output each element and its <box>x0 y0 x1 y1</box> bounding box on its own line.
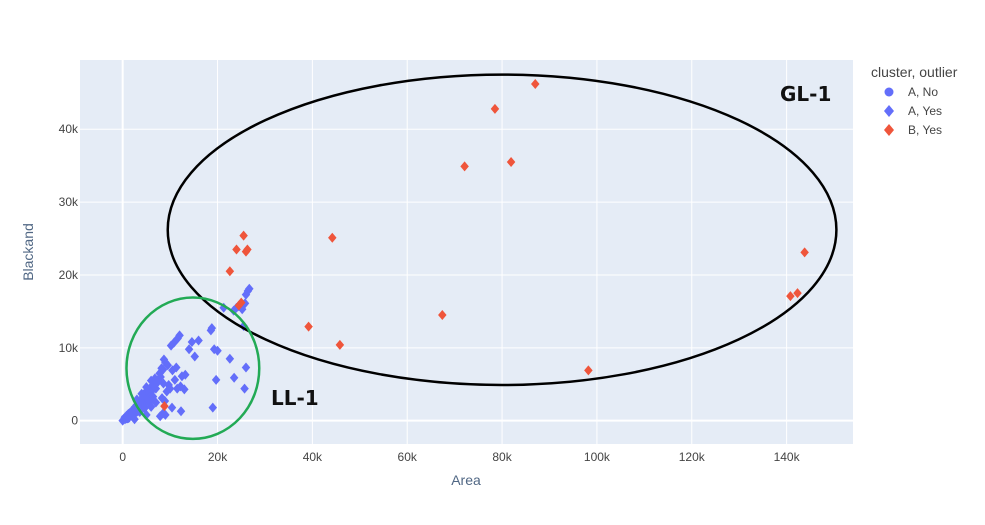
grid-lines <box>80 60 853 444</box>
point-a-yes[interactable] <box>229 372 239 383</box>
point-b-yes[interactable] <box>786 291 795 302</box>
point-a-yes[interactable] <box>175 330 184 341</box>
point-a-yes[interactable] <box>130 414 139 425</box>
point-b-yes[interactable] <box>160 401 169 412</box>
point-a-yes[interactable] <box>211 374 221 385</box>
point-a-yes[interactable] <box>151 397 161 408</box>
point-a-yes[interactable] <box>180 384 189 395</box>
x-tick-label: 140k <box>774 450 801 464</box>
point-b-yes[interactable] <box>225 266 235 277</box>
point-a-yes[interactable] <box>184 344 194 355</box>
point-a-yes[interactable] <box>146 375 156 386</box>
x-axis-title: Area <box>451 472 481 488</box>
legend-title: cluster, outlier <box>871 64 958 80</box>
x-tick-label: 80k <box>492 450 512 464</box>
legend-item-a-no[interactable]: A, No <box>884 85 939 99</box>
point-b-yes[interactable] <box>328 232 337 243</box>
legend-marker-a-yes <box>884 105 894 117</box>
point-a-yes[interactable] <box>225 353 235 364</box>
point-b-yes[interactable] <box>584 365 593 376</box>
point-b-yes[interactable] <box>236 297 246 308</box>
y-tick-labels: 0 10k 20k 30k 40k <box>59 122 79 427</box>
legend-label-a-yes: A, Yes <box>908 104 942 118</box>
x-tick-label: 20k <box>208 450 228 464</box>
point-a-yes[interactable] <box>170 374 180 385</box>
point-a-yes[interactable] <box>142 382 151 393</box>
point-a-yes[interactable] <box>207 323 217 334</box>
legend-label-a-no: A, No <box>908 85 938 99</box>
point-a-yes[interactable] <box>176 406 186 417</box>
point-b-yes[interactable] <box>232 244 241 255</box>
y-tick-label: 0 <box>71 414 78 428</box>
point-b-yes[interactable] <box>793 288 802 299</box>
point-b-yes[interactable] <box>304 321 313 332</box>
legend-label-b-yes: B, Yes <box>908 123 942 137</box>
point-b-yes[interactable] <box>800 247 809 258</box>
point-b-yes[interactable] <box>438 310 447 321</box>
point-b-yes[interactable] <box>506 157 516 168</box>
point-a-yes[interactable] <box>159 354 169 365</box>
y-axis-title: Blackand <box>20 223 36 281</box>
legend-item-a-yes[interactable]: A, Yes <box>884 104 942 118</box>
point-a-yes[interactable] <box>213 345 222 356</box>
y-tick-label: 30k <box>59 195 79 209</box>
point-a-yes[interactable] <box>124 412 133 423</box>
x-tick-label: 120k <box>679 450 706 464</box>
point-a-yes[interactable] <box>241 362 251 373</box>
point-a-yes[interactable] <box>208 402 218 413</box>
point-b-yes[interactable] <box>531 79 540 90</box>
gl-1-ellipse <box>166 73 838 387</box>
point-a-yes[interactable] <box>158 408 168 419</box>
point-b-yes[interactable] <box>460 161 469 172</box>
y-tick-label: 40k <box>59 122 79 136</box>
point-b-yes[interactable] <box>490 103 500 114</box>
point-a-yes[interactable] <box>155 368 164 379</box>
x-tick-label: 60k <box>398 450 418 464</box>
x-tick-label: 100k <box>584 450 611 464</box>
point-a-yes[interactable] <box>152 377 162 388</box>
plot-area <box>80 60 853 444</box>
point-a-yes[interactable] <box>164 379 173 390</box>
point-a-yes[interactable] <box>172 362 181 373</box>
legend-marker-a-no <box>884 87 894 97</box>
ll-1-ellipse <box>125 296 261 441</box>
point-b-yes[interactable] <box>243 244 252 255</box>
y-tick-label: 20k <box>59 268 79 282</box>
point-a-yes[interactable] <box>151 383 161 394</box>
point-a-yes[interactable] <box>194 335 203 346</box>
point-a-yes[interactable] <box>137 388 146 399</box>
legend: cluster, outlier A, No A, Yes B, Yes <box>871 64 958 137</box>
point-a-yes[interactable] <box>167 402 177 413</box>
point-a-yes[interactable] <box>157 393 167 404</box>
y-tick-label: 10k <box>59 341 79 355</box>
point-a-yes[interactable] <box>181 369 190 380</box>
x-tick-labels: 0 20k 40k 60k 80k 100k 120k 140k <box>119 450 800 464</box>
point-a-yes[interactable] <box>163 360 172 371</box>
point-a-yes[interactable] <box>187 336 197 347</box>
gl-1-label: GL-1 <box>780 82 831 106</box>
point-b-yes[interactable] <box>335 339 345 350</box>
point-a-yes[interactable] <box>240 383 249 394</box>
ll-1-label: LL-1 <box>271 386 319 410</box>
point-b-yes[interactable] <box>239 230 248 241</box>
legend-marker-b-yes <box>884 124 894 136</box>
x-tick-label: 40k <box>303 450 323 464</box>
point-a-yes[interactable] <box>190 351 200 362</box>
x-tick-label: 0 <box>119 450 126 464</box>
annotations: GL-1 LL-1 <box>125 73 838 441</box>
legend-item-b-yes[interactable]: B, Yes <box>884 123 942 137</box>
point-a-yes[interactable] <box>245 283 254 294</box>
